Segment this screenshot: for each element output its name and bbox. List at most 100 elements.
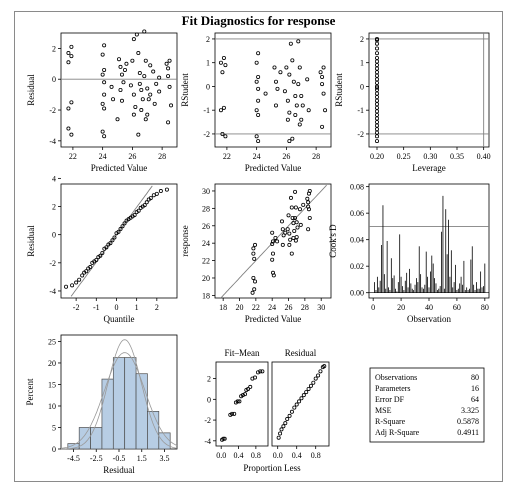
data-point	[251, 246, 256, 251]
data-point	[293, 215, 298, 220]
data-point	[116, 229, 121, 234]
data-point	[157, 89, 162, 94]
data-point	[297, 207, 302, 212]
data-point	[374, 109, 379, 114]
x-axis-label: Predicted Value	[91, 163, 148, 173]
data-point	[256, 51, 261, 56]
y-tick-label: 0	[206, 82, 210, 91]
data-point	[293, 93, 298, 98]
data-point	[132, 212, 137, 217]
data-point	[260, 369, 265, 374]
data-point	[157, 75, 162, 80]
data-point	[374, 91, 379, 96]
data-point	[374, 127, 379, 132]
y-axis-label: Percent	[25, 378, 35, 405]
data-point	[251, 251, 256, 256]
data-point	[318, 70, 323, 75]
data-point	[287, 72, 292, 77]
data-point	[290, 58, 295, 63]
data-point	[374, 46, 379, 51]
x-tick-label: 0	[114, 303, 118, 312]
data-point	[218, 108, 223, 113]
data-point	[254, 79, 259, 84]
data-point	[301, 202, 306, 207]
data-point	[102, 134, 107, 139]
y-axis-label: Residual	[26, 225, 36, 257]
data-point	[109, 84, 114, 89]
y-tick-label: 20	[48, 359, 56, 368]
x-tick-label: 24	[99, 152, 107, 161]
data-point	[287, 413, 292, 418]
data-point	[320, 124, 325, 129]
data-point	[143, 58, 148, 63]
data-point	[148, 196, 153, 201]
data-point	[374, 139, 379, 144]
data-point	[118, 227, 123, 232]
data-point	[100, 72, 105, 77]
x-tick-label: 24	[268, 303, 276, 312]
y-axis-label: RStudent	[180, 73, 190, 107]
data-point	[263, 91, 268, 96]
data-point	[287, 139, 292, 144]
data-point	[253, 279, 258, 284]
data-point	[256, 370, 261, 375]
data-point	[307, 215, 312, 220]
plot-residual_qq: -2 -1 0 1 2 -4 -2 0 2 4 Quantile Residual	[26, 174, 178, 324]
data-point	[313, 376, 318, 381]
data-point	[108, 241, 113, 246]
data-point	[374, 105, 379, 110]
data-point	[232, 411, 237, 416]
data-point	[307, 188, 312, 193]
y-tick-label: -2	[49, 106, 56, 115]
y-axis-label: Cook's D	[328, 224, 338, 258]
data-point	[374, 120, 379, 125]
data-point	[256, 74, 261, 79]
data-point	[243, 392, 248, 397]
data-point	[100, 250, 105, 255]
data-point	[142, 74, 147, 79]
data-point	[279, 219, 284, 224]
data-point	[279, 427, 284, 432]
data-point	[301, 393, 306, 398]
x-axis-label: Residual	[103, 465, 135, 475]
stat-value: 0.5878	[457, 417, 479, 426]
panel-title: Residual	[285, 348, 317, 358]
histogram-bar	[101, 378, 114, 450]
x-tick-label: 1.5	[137, 454, 147, 463]
data-point	[270, 230, 275, 235]
data-point	[252, 256, 257, 261]
y-tick-label: 0.00	[350, 289, 364, 298]
data-point	[289, 409, 294, 414]
x-tick-label: 0.8	[311, 451, 321, 460]
data-point	[130, 58, 135, 63]
histogram-bar	[90, 427, 103, 450]
kernel-curve	[61, 339, 178, 450]
data-point	[256, 86, 261, 91]
x-tick-label: 28	[158, 152, 166, 161]
y-tick-label: 0	[52, 445, 56, 454]
data-point	[374, 95, 379, 100]
data-point	[145, 112, 150, 117]
data-point	[167, 58, 172, 63]
data-point	[102, 80, 107, 85]
data-point	[318, 369, 323, 374]
data-point	[102, 67, 107, 72]
data-point	[306, 108, 311, 113]
y-tick-label: 5	[52, 423, 56, 432]
data-point	[270, 251, 275, 256]
data-point	[252, 287, 257, 292]
x-tick-label: 0.0	[273, 451, 283, 460]
data-point	[112, 235, 117, 240]
data-point	[230, 411, 235, 416]
data-point	[64, 284, 69, 289]
data-point	[77, 277, 82, 282]
data-point	[104, 245, 109, 250]
data-point	[299, 396, 304, 401]
y-tick-label: 0.08	[350, 183, 364, 192]
data-point	[124, 61, 129, 66]
data-point	[297, 122, 302, 127]
data-point	[273, 79, 278, 84]
data-point	[118, 88, 123, 93]
y-tick-label: 0.04	[350, 236, 364, 245]
data-point	[140, 97, 145, 102]
